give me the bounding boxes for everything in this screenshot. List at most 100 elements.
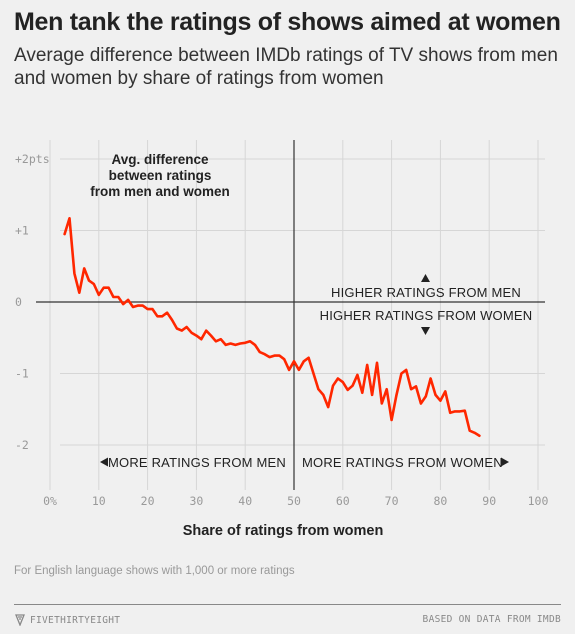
down-arrow-icon <box>421 327 430 335</box>
data-point <box>263 353 266 356</box>
x-tick-label: 100 <box>528 494 549 508</box>
region-label-left: MORE RATINGS FROM MEN <box>108 455 286 470</box>
y-tick-label: +1 <box>15 224 29 238</box>
data-point <box>132 306 134 308</box>
data-point <box>224 344 227 346</box>
annotation-line-3: from men and women <box>90 184 230 199</box>
data-point <box>366 364 369 366</box>
data-point <box>317 388 320 391</box>
data-point <box>327 406 330 409</box>
data-point <box>385 388 388 391</box>
data-point <box>229 342 232 345</box>
y-tick-label: -2 <box>15 438 29 452</box>
data-point <box>63 233 66 235</box>
data-point <box>468 429 471 432</box>
annotation-line-1: Avg. difference <box>111 152 209 167</box>
data-point <box>454 410 456 413</box>
data-point <box>400 372 403 375</box>
data-point <box>434 394 437 396</box>
data-point <box>351 384 354 387</box>
data-point <box>156 315 159 318</box>
x-tick-label: 80 <box>433 494 447 508</box>
data-point <box>371 394 373 396</box>
data-point <box>195 334 198 337</box>
data-point <box>166 311 169 314</box>
right-arrow-icon <box>501 457 509 467</box>
data-point <box>307 356 310 359</box>
data-point <box>88 279 90 282</box>
data-point <box>215 340 217 343</box>
data-point <box>97 293 100 296</box>
x-tick-label: 70 <box>385 494 399 508</box>
data-point <box>283 358 286 361</box>
data-point <box>83 267 86 270</box>
y-axis-ticks: +2pts +1 0 -1 -2 <box>15 152 50 452</box>
data-point <box>293 360 295 363</box>
chart-grid <box>49 140 545 490</box>
data-point <box>424 395 427 398</box>
data-point <box>341 381 344 383</box>
data-point <box>361 391 364 394</box>
data-point <box>151 308 154 311</box>
source-credit: BASED ON DATA FROM IMDB <box>422 614 561 625</box>
fivethirtyeight-logo-icon <box>15 614 25 626</box>
series-points <box>63 217 481 437</box>
data-point <box>312 372 315 375</box>
region-label-right: MORE RATINGS FROM WOMEN <box>302 455 503 470</box>
data-point <box>297 369 300 371</box>
data-point <box>390 419 393 421</box>
line-chart: +2pts +1 0 -1 -2 0% 10 20 30 40 50 60 70 80 90 100 Avg… <box>15 140 548 539</box>
data-point <box>127 298 129 301</box>
data-point <box>78 291 81 294</box>
data-point <box>415 385 417 388</box>
data-point <box>136 304 139 307</box>
data-point <box>73 272 76 275</box>
chart-subtitle: Average difference between IMDb ratings … <box>14 45 558 89</box>
region-label-above: HIGHER RATINGS FROM MEN <box>331 285 521 300</box>
data-point <box>112 296 115 298</box>
x-tick-label: 0% <box>43 494 57 508</box>
data-point <box>122 303 125 306</box>
data-point <box>180 329 183 332</box>
data-point <box>376 361 378 364</box>
data-point <box>302 360 305 363</box>
y-tick-label: 0 <box>15 295 22 309</box>
data-point <box>239 342 242 345</box>
data-point <box>254 344 256 346</box>
data-point <box>210 334 212 337</box>
chart-title: Men tank the ratings of shows aimed at w… <box>14 8 561 36</box>
annotation-line-2: between ratings <box>109 168 212 183</box>
data-point <box>258 351 261 353</box>
data-point <box>278 354 281 357</box>
x-tick-label: 40 <box>238 494 252 508</box>
data-point <box>449 411 452 414</box>
data-point <box>337 377 339 380</box>
data-point <box>185 326 188 328</box>
data-point <box>322 394 325 396</box>
x-tick-label: 10 <box>92 494 106 508</box>
x-tick-label: 90 <box>482 494 496 508</box>
data-point <box>268 356 271 358</box>
data-point <box>175 327 178 330</box>
up-arrow-icon <box>421 274 430 282</box>
x-tick-label: 30 <box>189 494 203 508</box>
x-tick-label: 20 <box>141 494 155 508</box>
data-point <box>273 354 276 357</box>
data-point <box>410 388 413 391</box>
data-point <box>249 340 251 343</box>
y-tick-label: +2pts <box>15 152 50 166</box>
data-point <box>439 399 442 402</box>
data-point <box>459 410 461 413</box>
data-point <box>288 369 291 371</box>
data-point <box>205 329 208 332</box>
series-line <box>63 217 481 437</box>
data-point <box>419 402 422 405</box>
data-point <box>332 384 334 387</box>
data-point <box>161 315 164 318</box>
data-point <box>429 377 432 380</box>
data-point <box>107 286 110 289</box>
data-point <box>346 389 349 391</box>
x-axis-ticks: 0% 10 20 30 40 50 60 70 80 90 100 <box>43 494 548 508</box>
data-point <box>444 390 447 393</box>
data-point <box>141 304 144 307</box>
